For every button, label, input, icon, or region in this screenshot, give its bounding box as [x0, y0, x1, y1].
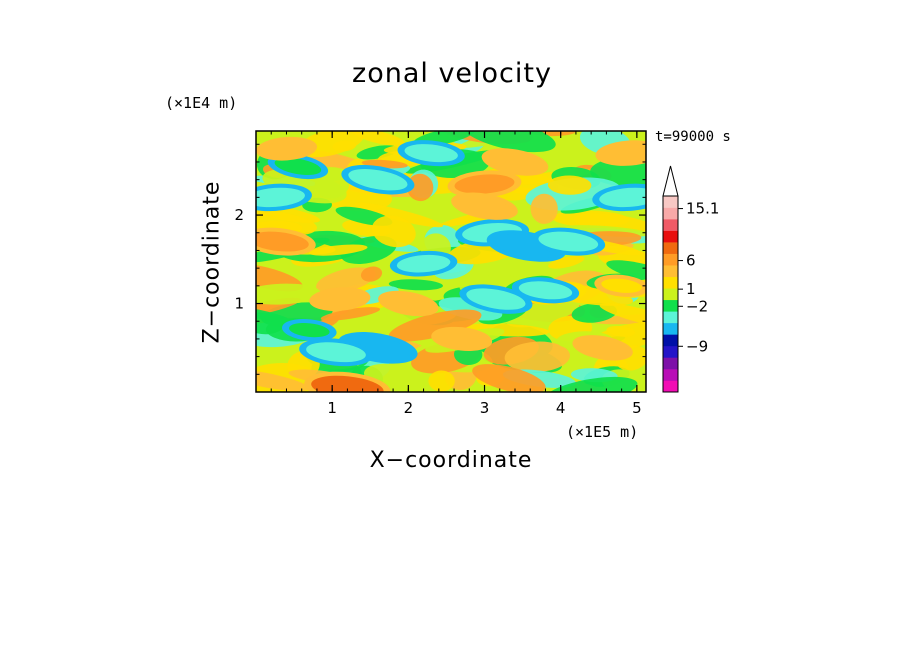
feature-core — [316, 291, 364, 307]
feature-core — [438, 330, 486, 347]
field-cell — [360, 266, 383, 282]
field-cell — [472, 364, 546, 392]
colorbar-segment — [663, 242, 678, 254]
feature-core — [454, 174, 515, 194]
colorbar-label: 6 — [686, 252, 696, 270]
colorbar-segment — [663, 230, 678, 243]
colorbar-segment — [663, 334, 678, 347]
feature-core — [262, 140, 311, 157]
feature-core — [488, 152, 542, 172]
x-axis-label: X−coordinate — [369, 448, 533, 473]
field-cell — [351, 131, 405, 146]
colorbar-segment — [663, 380, 678, 393]
field-cell — [354, 202, 444, 228]
feature-core — [385, 294, 432, 313]
field-cell — [256, 283, 321, 305]
field-cell — [256, 368, 310, 392]
feature-core — [518, 281, 573, 300]
feature-core — [256, 187, 305, 208]
x-tick-label: 3 — [480, 399, 490, 417]
field-cell — [320, 307, 381, 321]
colorbar: −9 −21 6 15.1 — [662, 165, 719, 393]
feature-core — [404, 144, 458, 163]
feature-core — [458, 196, 511, 216]
feature-core — [579, 339, 626, 357]
feature-core — [274, 157, 322, 176]
field-cell — [606, 325, 636, 337]
feature-core — [396, 254, 451, 273]
feature-core — [599, 187, 646, 208]
x-tick-label: 1 — [327, 399, 337, 417]
field-cell — [314, 170, 350, 199]
field-cell — [599, 303, 646, 330]
colorbar-segment — [663, 265, 678, 278]
feature-core — [601, 278, 642, 293]
time-label: t=99000 s — [655, 129, 731, 145]
feature-core — [538, 231, 599, 252]
colorbar-segment — [663, 288, 678, 301]
y-tick-label: 1 — [234, 295, 244, 313]
x-axis-unit: (×1E5 m) — [566, 423, 639, 441]
chart-title: zonal velocity — [352, 58, 552, 89]
colorbar-label: 15.1 — [686, 200, 719, 218]
colorbar-segment — [663, 299, 678, 312]
field-cell — [505, 298, 580, 328]
colorbar-segment — [663, 207, 678, 220]
feature-core — [256, 231, 309, 252]
feature-core — [348, 168, 408, 191]
axis-ticks: 1 2 3 4 5 1 2 — [234, 131, 646, 417]
colorbar-segment — [663, 357, 678, 370]
field-cell — [504, 341, 570, 373]
colorbar-segment — [663, 345, 678, 358]
feature-core — [466, 288, 526, 310]
colorbar-segment — [663, 322, 678, 335]
colorbar-label: 1 — [686, 280, 696, 298]
colorbar-segment — [663, 311, 678, 324]
field-cell — [316, 267, 376, 294]
colorbar-segment — [663, 276, 678, 289]
feature-core — [602, 144, 646, 162]
feature-core — [306, 342, 366, 363]
colorbar-segment — [663, 253, 678, 266]
field-cell — [388, 279, 443, 291]
x-tick-label: 2 — [404, 399, 414, 417]
x-tick-label: 4 — [556, 399, 566, 417]
field-cell — [530, 193, 558, 224]
y-axis-unit: (×1E4 m) — [165, 94, 238, 112]
colorbar-frame — [662, 195, 679, 393]
field-cell — [462, 131, 556, 153]
heatmap-features — [256, 136, 646, 392]
field-cell — [371, 215, 416, 248]
field-cell — [548, 255, 585, 269]
x-tick-label: 5 — [632, 399, 642, 417]
feature-core — [311, 375, 384, 392]
field-cell — [407, 173, 434, 202]
field-cell — [308, 244, 368, 256]
field-cell — [256, 306, 291, 323]
colorbar-segment — [663, 219, 678, 231]
field-cell — [388, 309, 482, 342]
feature-core — [288, 323, 330, 338]
field-cell — [547, 175, 592, 195]
colorbar-extend-arrow — [662, 165, 679, 197]
colorbar-segment — [663, 196, 678, 208]
plot-frame — [255, 130, 647, 393]
colorbar-label: −2 — [686, 297, 708, 315]
colorbar-label: −9 — [686, 337, 708, 355]
y-tick-label: 2 — [234, 206, 244, 224]
colorbar-segment — [663, 368, 678, 381]
field-cell — [428, 370, 455, 392]
